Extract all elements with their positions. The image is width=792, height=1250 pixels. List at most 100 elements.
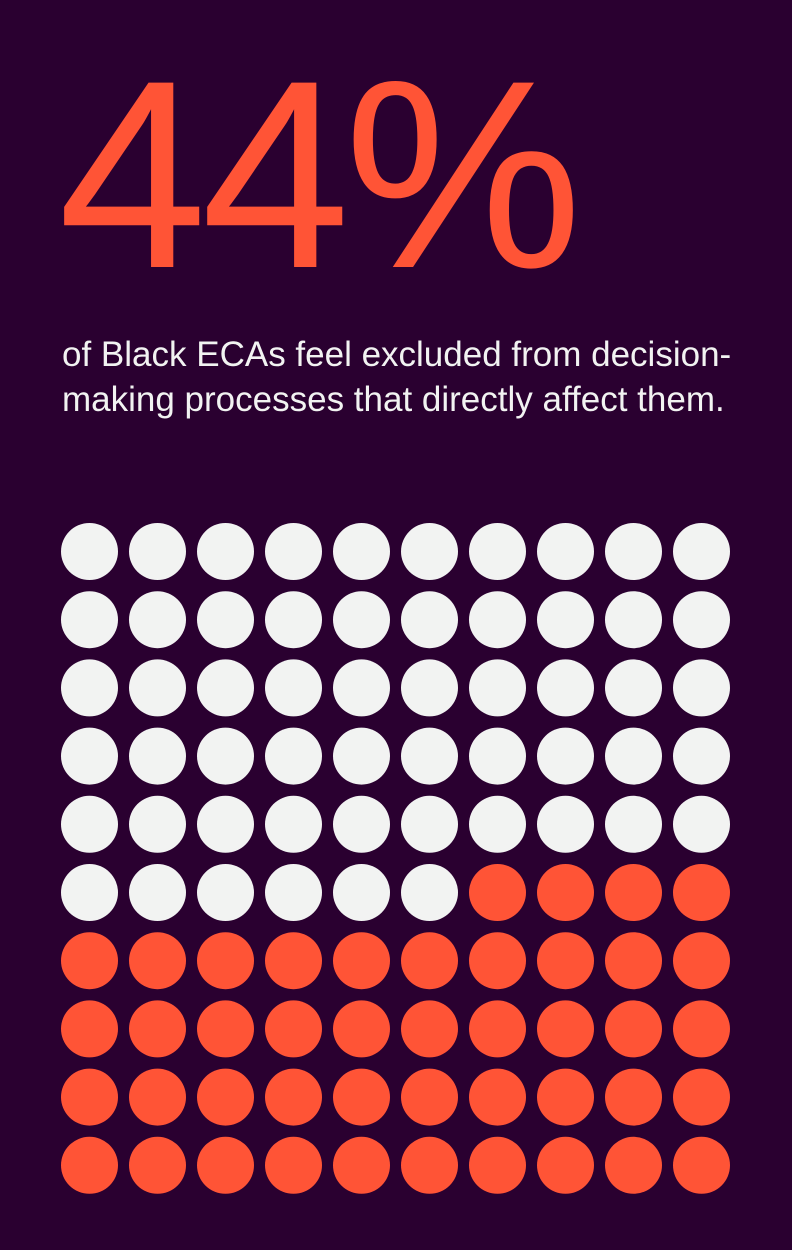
waffle-dot — [129, 727, 186, 785]
waffle-dot-highlighted — [673, 1136, 730, 1194]
waffle-dot — [605, 727, 662, 785]
waffle-dot-highlighted — [537, 932, 594, 990]
waffle-dot-highlighted — [333, 1000, 390, 1058]
waffle-dot-highlighted — [605, 1068, 662, 1126]
waffle-dot — [197, 523, 254, 580]
waffle-dot-highlighted — [537, 1136, 594, 1194]
waffle-dot — [605, 591, 662, 649]
waffle-dot-highlighted — [265, 1136, 322, 1194]
waffle-dot — [265, 864, 322, 921]
waffle-dot — [333, 795, 390, 853]
waffle-dot-highlighted — [129, 1000, 186, 1058]
waffle-dot — [61, 659, 118, 717]
waffle-dot-highlighted — [401, 932, 458, 990]
waffle-dot-highlighted — [333, 932, 390, 990]
waffle-dot-highlighted — [401, 1000, 458, 1058]
waffle-dot — [537, 523, 594, 580]
waffle-dot — [197, 659, 254, 717]
waffle-dot-highlighted — [537, 1000, 594, 1058]
waffle-dot — [401, 523, 458, 580]
waffle-dot — [469, 591, 526, 649]
headline-percentage: 44% — [58, 24, 582, 324]
waffle-dot — [129, 864, 186, 921]
waffle-dot — [197, 591, 254, 649]
waffle-dot-highlighted — [401, 1136, 458, 1194]
waffle-dot — [537, 795, 594, 853]
waffle-dot — [333, 727, 390, 785]
waffle-dot-highlighted — [605, 864, 662, 921]
waffle-dot-highlighted — [673, 932, 730, 990]
waffle-dot — [469, 659, 526, 717]
waffle-dot — [333, 523, 390, 580]
waffle-dot — [401, 727, 458, 785]
waffle-dot-highlighted — [129, 1068, 186, 1126]
waffle-dot — [537, 591, 594, 649]
waffle-dot — [469, 523, 526, 580]
waffle-dot — [605, 659, 662, 717]
waffle-dot — [469, 795, 526, 853]
waffle-dot — [673, 591, 730, 649]
waffle-dot — [605, 795, 662, 853]
waffle-dot — [61, 727, 118, 785]
waffle-dot-highlighted — [265, 932, 322, 990]
waffle-dot — [197, 727, 254, 785]
waffle-dot — [265, 659, 322, 717]
waffle-dot — [61, 523, 118, 580]
waffle-dot-highlighted — [537, 864, 594, 921]
waffle-dot — [129, 795, 186, 853]
waffle-dot-highlighted — [61, 1000, 118, 1058]
waffle-dot — [333, 591, 390, 649]
description: of Black ECAs feel excluded from decisio… — [62, 335, 732, 419]
waffle-dot-highlighted — [129, 1136, 186, 1194]
waffle-dot — [333, 864, 390, 921]
waffle-dot-highlighted — [605, 932, 662, 990]
waffle-dot-highlighted — [61, 1068, 118, 1126]
waffle-dot — [401, 591, 458, 649]
waffle-dot-highlighted — [333, 1136, 390, 1194]
waffle-dot-highlighted — [469, 1068, 526, 1126]
waffle-dot-highlighted — [673, 1000, 730, 1058]
waffle-dot — [129, 591, 186, 649]
waffle-dot-highlighted — [605, 1000, 662, 1058]
waffle-dot-highlighted — [537, 1068, 594, 1126]
waffle-dot-highlighted — [61, 932, 118, 990]
waffle-dot — [673, 795, 730, 853]
waffle-dot-highlighted — [197, 1136, 254, 1194]
waffle-dot — [401, 864, 458, 921]
waffle-dot — [673, 523, 730, 580]
waffle-dot-highlighted — [197, 1068, 254, 1126]
waffle-dot — [401, 659, 458, 717]
waffle-dot-highlighted — [401, 1068, 458, 1126]
waffle-dot — [265, 591, 322, 649]
waffle-dot-highlighted — [265, 1000, 322, 1058]
waffle-dot — [61, 795, 118, 853]
waffle-dot — [61, 864, 118, 921]
waffle-dot — [61, 591, 118, 649]
waffle-dot — [265, 523, 322, 580]
waffle-dot — [673, 659, 730, 717]
waffle-dot — [469, 727, 526, 785]
waffle-dot-highlighted — [333, 1068, 390, 1126]
waffle-dot-highlighted — [469, 864, 526, 921]
waffle-dot-highlighted — [469, 1000, 526, 1058]
waffle-dot-highlighted — [469, 932, 526, 990]
waffle-dot-highlighted — [61, 1136, 118, 1194]
waffle-dot — [537, 727, 594, 785]
waffle-dot — [197, 864, 254, 921]
waffle-dot — [673, 727, 730, 785]
waffle-dot-highlighted — [197, 1000, 254, 1058]
waffle-dot — [129, 523, 186, 580]
waffle-dot — [265, 795, 322, 853]
waffle-dot — [537, 659, 594, 717]
waffle-dot — [197, 795, 254, 853]
waffle-dot-highlighted — [129, 932, 186, 990]
waffle-dot-highlighted — [673, 1068, 730, 1126]
waffle-dot — [401, 795, 458, 853]
waffle-dot-highlighted — [605, 1136, 662, 1194]
waffle-dot — [605, 523, 662, 580]
waffle-dot-highlighted — [197, 932, 254, 990]
waffle-dot-highlighted — [469, 1136, 526, 1194]
waffle-dot-highlighted — [673, 864, 730, 921]
waffle-dot — [129, 659, 186, 717]
